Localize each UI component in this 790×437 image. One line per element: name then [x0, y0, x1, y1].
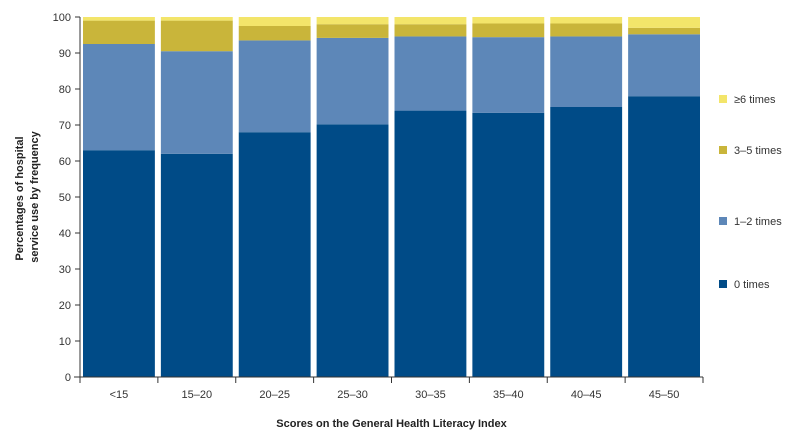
- axes-layer: 0 10 20 30 40 50 60 70 80 90 100 <15 15–20 20–25 25–30…: [53, 12, 704, 401]
- legend-swatch: [719, 146, 727, 154]
- y-tick-label: 40: [59, 228, 71, 240]
- bar-segment: [316, 124, 389, 377]
- bar-segment: [550, 23, 623, 37]
- x-tick-label: 25–30: [337, 389, 368, 401]
- bar-segment: [83, 44, 155, 151]
- bar-segment: [394, 110, 467, 377]
- bars-layer: [83, 17, 700, 377]
- y-tick-label: 80: [59, 84, 71, 96]
- bar-segment: [550, 17, 623, 24]
- legend-label: ≥6 times: [734, 94, 776, 106]
- bar-segment: [160, 20, 233, 52]
- x-tick-label: 35–40: [493, 389, 524, 401]
- bar-segment: [316, 37, 389, 125]
- legend-label: 0 times: [734, 279, 770, 291]
- bar-segment: [628, 96, 700, 377]
- bar-segment: [628, 17, 700, 28]
- y-tick-label: 90: [59, 48, 71, 60]
- bar-segment: [83, 150, 155, 377]
- y-tick-label: 60: [59, 156, 71, 168]
- bar-segment: [316, 17, 389, 25]
- y-axis-title-line-1: Percentages of hospital: [14, 136, 26, 260]
- bar-segment: [472, 37, 545, 113]
- x-tick-label: 15–20: [182, 389, 213, 401]
- bar-segment: [83, 20, 155, 44]
- bar-segment: [628, 27, 700, 35]
- bar-segment: [394, 36, 467, 111]
- bar-segment: [238, 26, 311, 41]
- y-axis-title: Percentages of hospital service use by f…: [14, 130, 41, 262]
- legend-label: 1–2 times: [734, 216, 782, 228]
- bar-segment: [394, 17, 467, 25]
- bar-segment: [394, 24, 467, 37]
- x-tick-label: 20–25: [259, 389, 290, 401]
- legend-swatch: [719, 217, 727, 225]
- legend-label: 3–5 times: [734, 145, 782, 157]
- bar-segment: [160, 51, 233, 154]
- y-tick-label: 0: [65, 372, 71, 384]
- y-tick-label: 50: [59, 192, 71, 204]
- bar-segment: [83, 17, 155, 21]
- bar-segment: [238, 17, 311, 26]
- y-axis-title-line-2: service use by frequency: [29, 130, 41, 262]
- bar-segment: [472, 112, 545, 377]
- y-tick-label: 20: [59, 300, 71, 312]
- bar-segment: [238, 40, 311, 133]
- x-tick-label: 40–45: [571, 389, 602, 401]
- legend-swatch: [719, 280, 727, 288]
- legend-swatch: [719, 95, 727, 103]
- bar-segment: [550, 36, 623, 107]
- bar-segment: [550, 107, 623, 377]
- bar-segment: [238, 132, 311, 377]
- x-tick-label: 45–50: [649, 389, 680, 401]
- bar-segment: [628, 34, 700, 97]
- y-tick-label: 10: [59, 336, 71, 348]
- bar-segment: [160, 153, 233, 377]
- bar-segment: [472, 23, 545, 38]
- bar-segment: [160, 17, 233, 21]
- x-tick-label: 30–35: [415, 389, 446, 401]
- x-tick-label: <15: [110, 389, 129, 401]
- y-tick-label: 30: [59, 264, 71, 276]
- legend: ≥6 times 3–5 times 1–2 times 0 times: [719, 94, 782, 291]
- x-axis-title: Scores on the General Health Literacy In…: [276, 418, 507, 430]
- bar-segment: [316, 24, 389, 38]
- y-tick-label: 70: [59, 120, 71, 132]
- bar-segment: [472, 17, 545, 24]
- y-tick-label: 100: [53, 12, 71, 24]
